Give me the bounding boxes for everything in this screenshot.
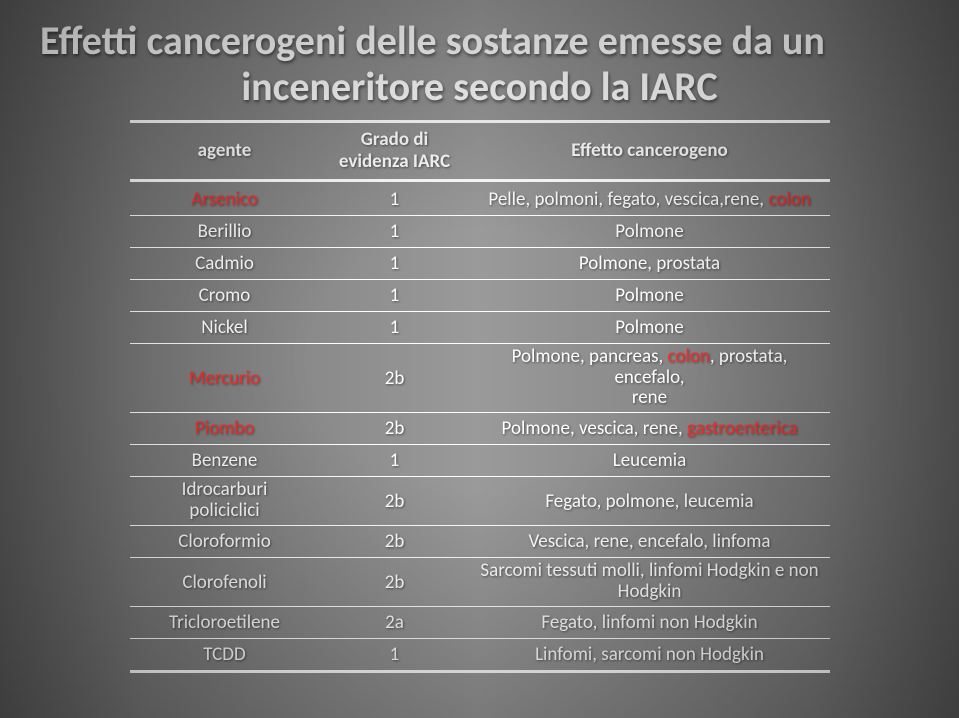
cell-agente: Nickel — [130, 311, 320, 343]
cell-grado: 2b — [320, 413, 470, 445]
table-row: Benzene1Leucemia — [130, 445, 830, 477]
table-row: Berillio1Polmone — [130, 215, 830, 247]
table-header-row: agente Grado di evidenza IARC Effetto ca… — [130, 122, 830, 181]
cell-grado: 1 — [320, 638, 470, 671]
cell-agente: Idrocarburipoliciclici — [130, 477, 320, 526]
cell-agente: Mercurio — [130, 343, 320, 413]
cell-agente: TCDD — [130, 638, 320, 671]
title-line1: Effetti cancerogeni delle sostanze emess… — [40, 18, 919, 64]
table-row: Tricloroetilene2aFegato, linfomi non Hod… — [130, 606, 830, 638]
header-grado: Grado di evidenza IARC — [320, 122, 470, 181]
slide-title: Effetti cancerogeni delle sostanze emess… — [40, 18, 919, 110]
cell-grado: 1 — [320, 180, 470, 215]
table-row: Mercurio2bPolmone, pancreas, colon, pros… — [130, 343, 830, 413]
cell-effetto: Sarcomi tessuti molli, linfomi Hodgkin e… — [470, 558, 830, 607]
cell-effetto: Vescica, rene, encefalo, linfoma — [470, 526, 830, 558]
cell-agente: Berillio — [130, 215, 320, 247]
header-effetto: Effetto cancerogeno — [470, 122, 830, 181]
table-row: Cadmio1Polmone, prostata — [130, 247, 830, 279]
cell-grado: 1 — [320, 311, 470, 343]
cell-grado: 1 — [320, 215, 470, 247]
cell-agente: Cromo — [130, 279, 320, 311]
cell-agente: Cadmio — [130, 247, 320, 279]
table-row: Piombo2bPolmone, vescica, rene, gastroen… — [130, 413, 830, 445]
table-row: Cromo1Polmone — [130, 279, 830, 311]
cell-effetto: Polmone — [470, 279, 830, 311]
cell-grado: 2b — [320, 477, 470, 526]
cell-agente: Benzene — [130, 445, 320, 477]
cell-agente: Arsenico — [130, 180, 320, 215]
table-row: Cloroformio2bVescica, rene, encefalo, li… — [130, 526, 830, 558]
cell-agente: Cloroformio — [130, 526, 320, 558]
cell-agente: Tricloroetilene — [130, 606, 320, 638]
cell-effetto: Fegato, polmone, leucemia — [470, 477, 830, 526]
cell-effetto: Fegato, linfomi non Hodgkin — [470, 606, 830, 638]
cell-effetto: Leucemia — [470, 445, 830, 477]
cell-grado: 1 — [320, 247, 470, 279]
cell-effetto: Polmone, pancreas, colon, prostata, ence… — [470, 343, 830, 413]
cell-effetto: Linfomi, sarcomi non Hodgkin — [470, 638, 830, 671]
cell-agente: Clorofenoli — [130, 558, 320, 607]
cell-effetto: Polmone, prostata — [470, 247, 830, 279]
cell-effetto: Pelle, polmoni, fegato, vescica,rene, co… — [470, 180, 830, 215]
cell-effetto: Polmone — [470, 215, 830, 247]
cell-grado: 2b — [320, 526, 470, 558]
carcinogen-table: agente Grado di evidenza IARC Effetto ca… — [130, 120, 830, 673]
title-line2: inceneritore secondo la IARC — [40, 64, 919, 110]
table-row: Nickel1Polmone — [130, 311, 830, 343]
cell-grado: 1 — [320, 445, 470, 477]
cell-agente: Piombo — [130, 413, 320, 445]
cell-grado: 2a — [320, 606, 470, 638]
cell-grado: 1 — [320, 279, 470, 311]
header-agente: agente — [130, 122, 320, 181]
cell-effetto: Polmone, vescica, rene, gastroenterica — [470, 413, 830, 445]
cell-grado: 2b — [320, 558, 470, 607]
table-row: TCDD1Linfomi, sarcomi non Hodgkin — [130, 638, 830, 671]
table-row: Idrocarburipoliciclici2bFegato, polmone,… — [130, 477, 830, 526]
cell-grado: 2b — [320, 343, 470, 413]
table-row: Clorofenoli2bSarcomi tessuti molli, linf… — [130, 558, 830, 607]
table-row: Arsenico1Pelle, polmoni, fegato, vescica… — [130, 180, 830, 215]
cell-effetto: Polmone — [470, 311, 830, 343]
